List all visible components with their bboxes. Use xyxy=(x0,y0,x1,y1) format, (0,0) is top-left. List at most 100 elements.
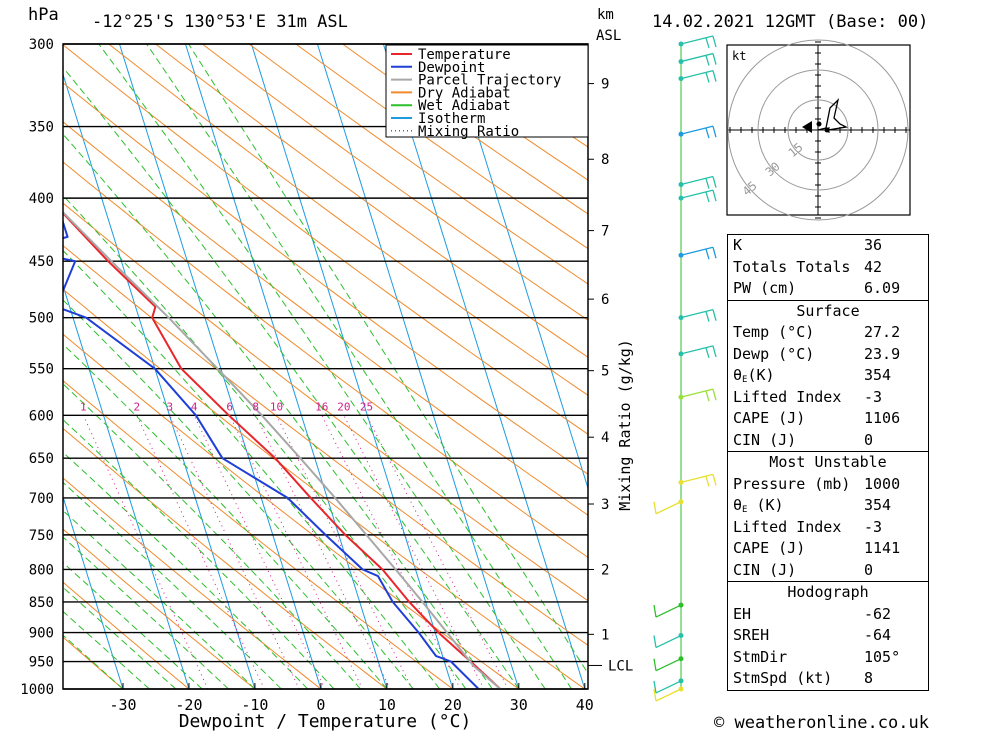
height-tick-label: 8 xyxy=(601,152,609,168)
row-value: 8 xyxy=(864,669,874,687)
dry-adiabat-line xyxy=(201,44,588,321)
row-value: 0 xyxy=(864,430,874,449)
pressure-tick-label: 900 xyxy=(29,626,54,642)
pressure-unit-label: hPa xyxy=(28,5,59,25)
row-value: 23.9 xyxy=(864,344,901,363)
surface-row: Dewp (°C) 23.9 xyxy=(728,344,928,366)
height-tick-label: 1 xyxy=(601,627,609,643)
hodograph-ring xyxy=(757,69,879,191)
row-label: Dewp (°C) xyxy=(733,344,815,363)
mixing-ratio-label: 2 xyxy=(133,400,140,413)
height-tick-label: 5 xyxy=(601,364,609,380)
mixing-ratio-label: 3 xyxy=(167,400,174,413)
mixing-ratio-label: 20 xyxy=(337,400,350,413)
mixing-ratio-line xyxy=(82,415,209,689)
legend-label: Mixing Ratio xyxy=(418,124,519,140)
row-label: Lifted Index xyxy=(733,517,842,536)
dry-adiabat-line xyxy=(63,427,388,689)
wind-barb xyxy=(653,501,682,515)
lcl-label: LCL xyxy=(608,658,633,674)
wet-adiabat-line xyxy=(63,299,414,689)
most-unstable-row: CAPE (J) 1141 xyxy=(728,538,928,560)
hodograph-ring xyxy=(727,39,909,221)
hodograph-ring xyxy=(787,99,849,161)
height-tick-label: 7 xyxy=(601,224,609,240)
row-label: CIN (J) xyxy=(733,560,797,579)
wind-barb xyxy=(680,35,717,49)
pressure-tick-label: 650 xyxy=(29,451,54,467)
wet-adiabat-line xyxy=(98,44,546,689)
row-value: 42 xyxy=(864,257,883,276)
pressure-tick-label: 500 xyxy=(29,311,54,327)
legend-label: Temperature xyxy=(418,47,511,63)
temperature-tick-label: -10 xyxy=(241,696,268,714)
wet-adiabat-line xyxy=(63,586,177,689)
row-label: Temp (°C) xyxy=(733,323,815,341)
profile-parcel-trajectory xyxy=(63,210,501,689)
wet-adiabat-line xyxy=(63,610,150,689)
hodograph-row: EH -62 xyxy=(728,604,928,626)
wet-adiabat-line xyxy=(63,194,467,689)
wind-barb xyxy=(653,680,682,694)
storm-motion-dot xyxy=(824,127,830,133)
isotherm-line xyxy=(448,44,588,490)
surface-row: Temp (°C) 27.2 xyxy=(728,322,928,344)
pressure-tick-label: 850 xyxy=(29,595,54,611)
hodograph-mean-dot xyxy=(816,121,822,127)
row-label: EH xyxy=(733,604,752,623)
row-label: CIN (J) xyxy=(733,430,797,449)
index-row: PW (cm) 6.09 xyxy=(728,278,928,300)
wind-barb xyxy=(680,69,717,83)
dry-adiabat-line xyxy=(63,44,588,435)
datetime-title: 14.02.2021 12GMT (Base: 00) xyxy=(652,12,928,32)
wet-adiabat-line xyxy=(63,383,361,689)
dry-adiabat-line xyxy=(63,528,256,689)
hodograph-row: StmSpd (kt) 8 xyxy=(728,668,928,690)
temperature-tick-label: -20 xyxy=(175,696,202,714)
row-value: -62 xyxy=(864,604,892,623)
wet-adiabat-line xyxy=(188,44,588,675)
isotherm-line xyxy=(250,44,454,689)
dry-adiabat-line xyxy=(295,44,588,250)
dry-adiabat-line xyxy=(155,44,588,358)
wind-barb xyxy=(653,688,682,702)
mixing-ratio-line xyxy=(193,415,326,689)
height-tick-label: 4 xyxy=(601,430,609,446)
storm-motion-arrow xyxy=(802,121,812,133)
temperature-tick-label: 10 xyxy=(378,696,396,714)
wind-barb xyxy=(680,175,717,189)
hodograph-unit-label: kt xyxy=(732,49,746,63)
row-value: 105° xyxy=(864,647,901,666)
wind-barb-dot xyxy=(678,252,684,258)
row-label: PW (cm) xyxy=(733,279,797,297)
pressure-tick-label: 800 xyxy=(29,562,54,578)
dry-adiabat-line xyxy=(63,477,322,689)
wind-barb xyxy=(680,345,717,359)
dry-adiabat-line xyxy=(108,44,588,396)
wind-barb xyxy=(680,125,717,139)
dry-adiabat-line xyxy=(63,333,520,689)
wet-adiabat-line xyxy=(63,133,493,689)
pressure-tick-label: 700 xyxy=(29,491,54,507)
row-value: 354 xyxy=(864,366,892,384)
legend-label: Dewpoint xyxy=(418,60,485,76)
dry-adiabat-line xyxy=(63,121,588,516)
row-value: -64 xyxy=(864,626,892,644)
isotherm-line xyxy=(63,495,124,689)
wind-barb xyxy=(680,52,717,66)
mixing-ratio-label: 8 xyxy=(252,400,259,413)
mixing-ratio-label: 16 xyxy=(315,400,328,413)
hodograph-row: StmDir 105° xyxy=(728,647,928,669)
row-label: CAPE (J) xyxy=(733,409,806,427)
surface-row: CIN (J) 0 xyxy=(728,430,928,452)
pressure-tick-label: 950 xyxy=(29,655,54,671)
dry-adiabat-line xyxy=(248,44,588,285)
wind-barb xyxy=(680,189,717,203)
row-label: θE (K) xyxy=(733,496,784,515)
isotherm-line xyxy=(382,44,586,689)
surface-row: Lifted Index -3 xyxy=(728,387,928,409)
profile-temperature xyxy=(63,211,501,689)
wet-adiabat-line xyxy=(63,634,124,689)
dry-adiabat-line xyxy=(63,581,190,689)
